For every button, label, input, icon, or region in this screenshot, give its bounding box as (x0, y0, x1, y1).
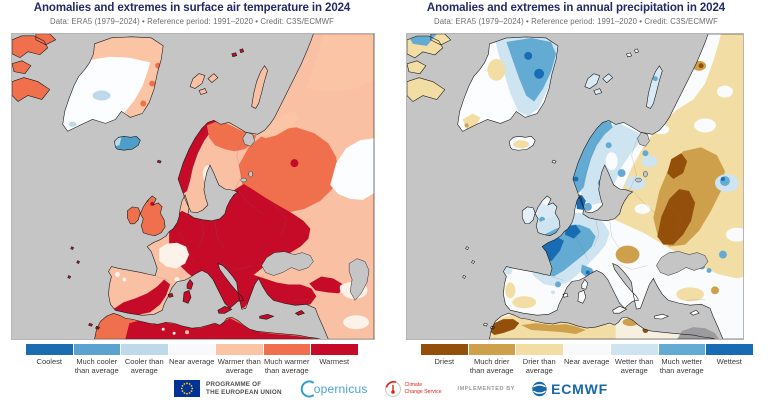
temperature-subtitle: Data: ERA5 (1979–2024) • Reference perio… (50, 17, 334, 26)
legend-item: Coolest (26, 344, 73, 375)
legend-item: Warmest (311, 344, 358, 375)
temperature-map (11, 33, 375, 340)
legend-item: Driest (421, 344, 468, 375)
legend-label: Much warmer than average (264, 357, 310, 375)
legend-swatch (563, 344, 610, 355)
copernicus-label: opernicus (313, 381, 368, 396)
ecmwf-logo: ECMWF (531, 381, 608, 397)
ecmwf-globe-icon (532, 381, 547, 396)
legend-swatch (468, 344, 515, 355)
legend-item: Near average (168, 344, 215, 375)
legend-label: Near average (169, 357, 215, 366)
legend-swatch (216, 344, 263, 355)
legend-item: Warmer than average (216, 344, 263, 375)
legend-label: Much drier than average (469, 357, 514, 375)
precipitation-subtitle: Data: ERA5 (1979–2024) • Reference perio… (434, 17, 718, 26)
temperature-legend: Coolest Much cooler than average Cooler th… (26, 344, 358, 375)
legend-label: Coolest (36, 357, 62, 366)
legend-item: Cooler than average (121, 344, 168, 375)
climate-change-service-logo: Climate Change Service (384, 380, 442, 398)
ecmwf-label: ECMWF (551, 380, 608, 397)
temperature-title: Anomalies and extremes in surface air te… (33, 2, 351, 14)
legend-item: Wetter than average (611, 344, 658, 375)
legend-swatch (421, 344, 468, 355)
footer: PROGRAMME OF THE EUROPEAN UNION opernicu… (0, 374, 768, 403)
legend-swatch (311, 344, 358, 355)
eu-programme-line2: THE EUROPEAN UNION (206, 388, 282, 396)
legend-label: Warmest (319, 357, 350, 366)
legend-swatch (26, 344, 73, 355)
legend-swatch (121, 344, 168, 355)
legend-item: Much drier than average (468, 344, 515, 375)
legend-swatch (706, 344, 753, 355)
copernicus-logo: opernicus (298, 379, 368, 399)
legend-label: Wettest (716, 357, 742, 366)
climate-service-line1: Climate (404, 381, 423, 388)
legend-item: Wettest (706, 344, 753, 375)
legend-item: Much warmer than average (263, 344, 310, 375)
legend-item: Near average (563, 344, 610, 375)
legend-swatch (516, 344, 563, 355)
legend-label: Much cooler than average (74, 357, 119, 375)
eu-flag-icon (174, 380, 201, 397)
eu-programme-logo: PROGRAMME OF THE EUROPEAN UNION (174, 380, 282, 397)
no-data-region (677, 327, 719, 339)
implemented-by-label: IMPLEMENTED BY (457, 385, 516, 392)
climate-service-line2: Change Service (404, 388, 442, 395)
legend-item: Much cooler than average (73, 344, 120, 375)
legend-item: Much wetter than average (658, 344, 705, 375)
legend-swatch (611, 344, 658, 355)
precipitation-legend: Driest Much drier than average Drier than … (421, 344, 753, 375)
legend-swatch (263, 344, 310, 355)
precipitation-map (406, 33, 744, 340)
legend-label: Near average (564, 357, 610, 366)
legend-label: Wetter than average (614, 357, 654, 375)
eu-programme-line1: PROGRAMME OF (206, 380, 262, 388)
legend-swatch (658, 344, 705, 355)
precipitation-title: Anomalies and extremes in annual precipi… (426, 2, 726, 14)
legend-swatch (73, 344, 120, 355)
legend-label: Warmer than average (217, 357, 261, 375)
legend-swatch (168, 344, 215, 355)
legend-label: Drier than average (522, 357, 556, 375)
legend-label: Driest (434, 357, 455, 366)
legend-label: Cooler than average (124, 357, 164, 375)
legend-item: Drier than average (516, 344, 563, 375)
climate-service-icon (384, 380, 401, 397)
legend-label: Much wetter than average (659, 357, 704, 375)
copernicus-swoosh-icon (300, 380, 314, 397)
